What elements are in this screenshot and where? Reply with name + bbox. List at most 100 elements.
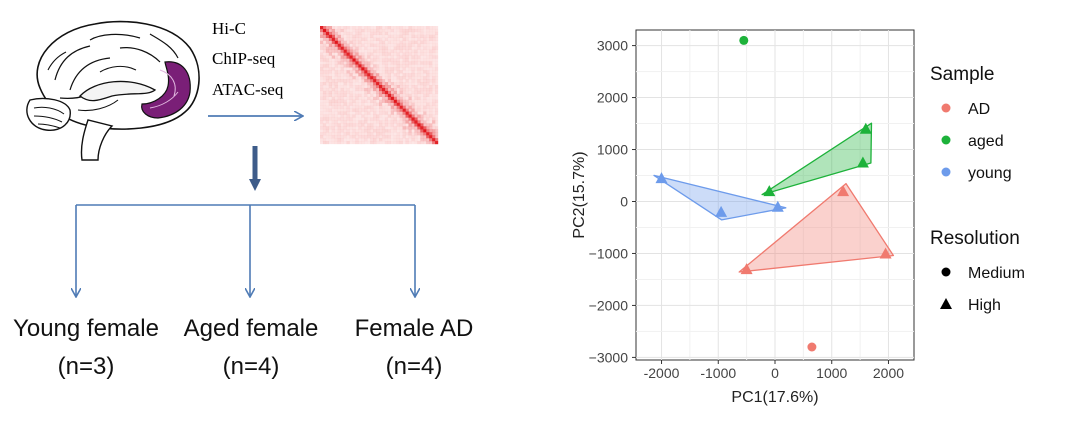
heatmap-cell [370, 58, 374, 62]
heatmap-cell [384, 96, 389, 100]
heatmap-cell [423, 120, 427, 124]
heatmap-cell [426, 67, 430, 71]
heatmap-cell [399, 34, 403, 38]
heatmap-cell [396, 64, 400, 68]
heatmap-cell [349, 96, 353, 100]
heatmap-cell [426, 37, 430, 41]
heatmap-cell [408, 90, 412, 95]
heatmap-cell [367, 55, 371, 59]
heatmap-cell [358, 141, 362, 145]
heatmap-cell [358, 129, 362, 133]
heatmap-cell [376, 58, 380, 62]
heatmap-cell [396, 138, 400, 142]
heatmap-cell [364, 114, 368, 118]
heatmap-cell [361, 114, 365, 118]
heatmap-cell [396, 132, 400, 136]
heatmap-cell [331, 117, 335, 121]
heatmap-cell [435, 93, 439, 97]
heatmap-cell [355, 114, 359, 118]
heatmap-cell [322, 76, 327, 80]
heatmap-cell [346, 49, 350, 53]
heatmap-cell [417, 67, 421, 71]
heatmap-cell [343, 111, 347, 115]
heatmap-cell [384, 40, 389, 44]
heatmap-cell [405, 55, 409, 59]
heatmap-cell [414, 37, 418, 41]
heatmap-cell [414, 117, 418, 121]
heatmap-cell [340, 40, 344, 44]
heatmap-cell [352, 85, 356, 89]
heatmap-cell [435, 123, 439, 127]
heatmap-cell [390, 105, 394, 109]
heatmap-cell [364, 96, 368, 100]
heatmap-cell [364, 52, 368, 56]
heatmap-cell [379, 108, 383, 112]
heatmap-cell [373, 26, 377, 30]
heatmap-cell [432, 96, 436, 100]
heatmap-cell [337, 108, 341, 112]
heatmap-cell [346, 120, 350, 124]
heatmap-cell [393, 52, 397, 56]
heatmap-cell [320, 87, 324, 92]
heatmap-cell [393, 141, 397, 145]
heatmap-cell [393, 132, 397, 136]
heatmap-cell [355, 70, 359, 74]
heatmap-cell [402, 111, 406, 115]
heatmap-cell [432, 105, 436, 109]
heatmap-cell [387, 79, 391, 83]
heatmap-cell [320, 129, 324, 133]
heatmap-cell [349, 114, 353, 118]
heatmap-cell [325, 70, 330, 74]
heatmap-cell [426, 129, 430, 133]
heatmap-cell [384, 28, 389, 33]
heatmap-cell [432, 85, 436, 89]
heatmap-cell [396, 120, 400, 124]
heatmap-cell [346, 141, 350, 145]
heatmap-cell [384, 93, 389, 97]
heatmap-cell [334, 40, 338, 44]
heatmap-cell [432, 141, 436, 145]
heatmap-cell [322, 99, 327, 103]
heatmap-cell [337, 28, 341, 33]
heatmap-cell [325, 111, 330, 115]
heatmap-cell [349, 87, 353, 92]
heatmap-cell [370, 123, 374, 127]
heatmap-cell [358, 87, 362, 92]
heatmap-cell [408, 141, 412, 145]
heatmap-cell [361, 73, 365, 77]
heatmap-cell [384, 114, 389, 118]
heatmap-cell [387, 90, 391, 95]
heatmap-cell [379, 37, 383, 41]
heatmap-cell [352, 87, 356, 92]
heatmap-cell [411, 120, 415, 124]
heatmap-cell [402, 64, 406, 68]
heatmap-cell [367, 117, 371, 121]
heatmap-cell [402, 108, 406, 112]
heatmap-cell [322, 61, 327, 65]
heatmap-cell [405, 73, 409, 77]
heatmap-cell [355, 123, 359, 127]
heatmap-cell [376, 49, 380, 53]
heatmap-cell [373, 49, 377, 53]
heatmap-cell [390, 90, 394, 95]
heatmap-cell [373, 82, 377, 86]
heatmap-cell [399, 58, 403, 62]
heatmap-cell [364, 132, 368, 136]
heatmap-cell [402, 99, 406, 103]
heatmap-cell [367, 70, 371, 74]
heatmap-cell [411, 40, 415, 44]
heatmap-cell [325, 120, 330, 124]
heatmap-cell [352, 123, 356, 127]
heatmap-cell [399, 70, 403, 74]
heatmap-cell [390, 31, 394, 36]
heatmap-cell [384, 129, 389, 133]
heatmap-cell [322, 90, 327, 95]
heatmap-cell [373, 96, 377, 100]
heatmap-cell [340, 43, 344, 47]
heatmap-cell [320, 70, 324, 74]
heatmap-cell [331, 64, 335, 68]
heatmap-cell [390, 111, 394, 115]
point-ad-high [879, 247, 892, 259]
heatmap-cell [325, 87, 330, 92]
heatmap-cell [393, 93, 397, 97]
